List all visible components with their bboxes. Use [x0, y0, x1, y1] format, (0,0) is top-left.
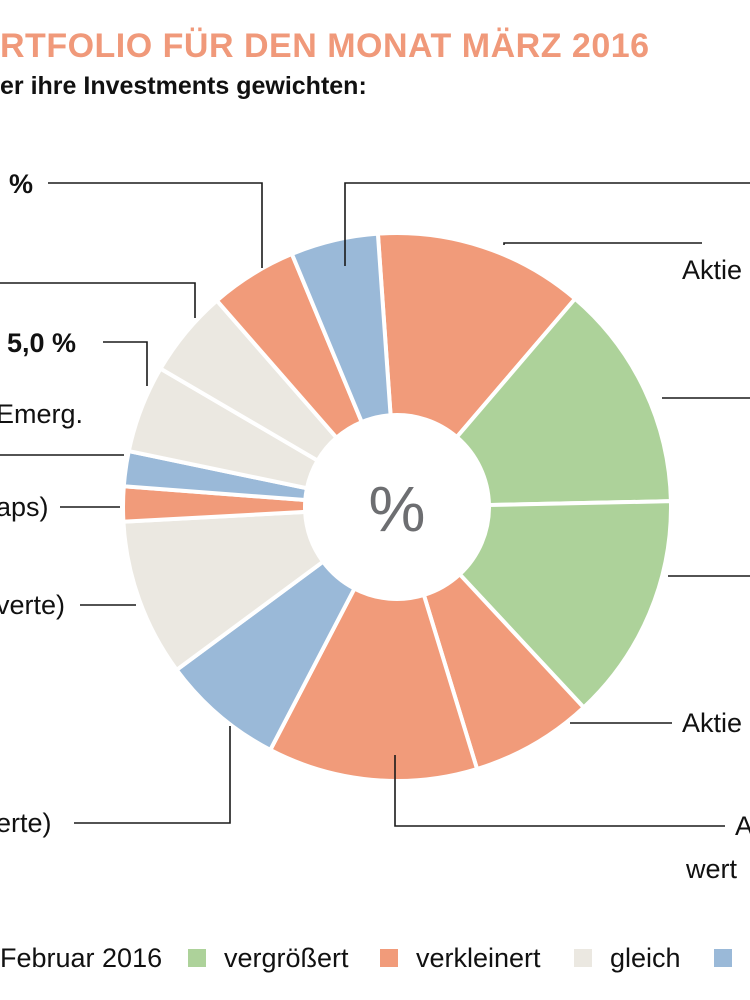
- slice-label-a-bottom: A: [735, 811, 750, 841]
- slice-label-verte: verte): [0, 590, 65, 620]
- slice-label-wert-bottom: wert: [685, 854, 738, 884]
- legend-swatch-vergroessert: [188, 949, 206, 967]
- legend-item-verkleinert: verkleinert: [380, 940, 541, 976]
- leader-line-2: [344, 182, 750, 266]
- chart-title: RTFOLIO FÜR DEN MONAT MÄRZ 2016: [0, 27, 650, 65]
- center-percent-symbol: %: [369, 473, 426, 545]
- donut-slice-2: [453, 295, 673, 508]
- slice-label-aps: aps): [0, 492, 49, 522]
- slice-label-top-left: %: [9, 169, 33, 199]
- slices-group: [121, 231, 673, 783]
- leader-line-3: [503, 242, 702, 245]
- leader-line-7: [394, 755, 725, 827]
- leader-lines: [0, 182, 750, 827]
- legend-item-vergroessert: vergrößert: [188, 940, 349, 976]
- slice-label-erte: erte): [0, 808, 52, 838]
- leader-line-1: [48, 182, 263, 268]
- legend-label-period: Februar 2016: [0, 943, 163, 973]
- legend-item-gleich: gleich: [574, 940, 681, 976]
- legend-swatch-other: [714, 949, 732, 967]
- leader-line-13: [74, 726, 231, 824]
- legend-item-period: Februar 2016: [0, 940, 162, 976]
- legend-label-gleich: gleich: [610, 943, 681, 973]
- leader-line-8: [0, 282, 196, 318]
- slice-labels: % 5,0 % Emerg. aps) verte) erte) Aktie Aktie Awe…: [0, 169, 750, 884]
- slice-label-aktie-mid: Aktie: [682, 708, 742, 738]
- donut-chart: % 5,0 % Emerg. aps) verte) erte) Aktie Aktie Awe…: [0, 169, 750, 884]
- legend-swatch-gleich: [574, 949, 592, 967]
- chart-subtitle: er ihre Investments gewichten:: [0, 72, 367, 100]
- donut-slice-5: [267, 585, 480, 783]
- legend-label-vergroessert: vergrößert: [224, 943, 349, 973]
- slice-label-aktie-top: Aktie: [682, 255, 742, 285]
- donut-slice-1: [375, 231, 578, 440]
- donut-slice-7: [121, 509, 326, 673]
- legend-swatch-verkleinert: [380, 949, 398, 967]
- legend: Februar 2016 vergrößert verkleinert glei…: [0, 940, 750, 980]
- donut-slice-13: [289, 231, 393, 425]
- donut-slice-3: [456, 499, 673, 711]
- slice-label-emerg: Emerg.: [0, 399, 83, 429]
- slice-label-value-50: 5,0 %: [7, 328, 76, 358]
- leader-line-9: [103, 341, 148, 386]
- legend-label-verkleinert: verkleinert: [416, 943, 541, 973]
